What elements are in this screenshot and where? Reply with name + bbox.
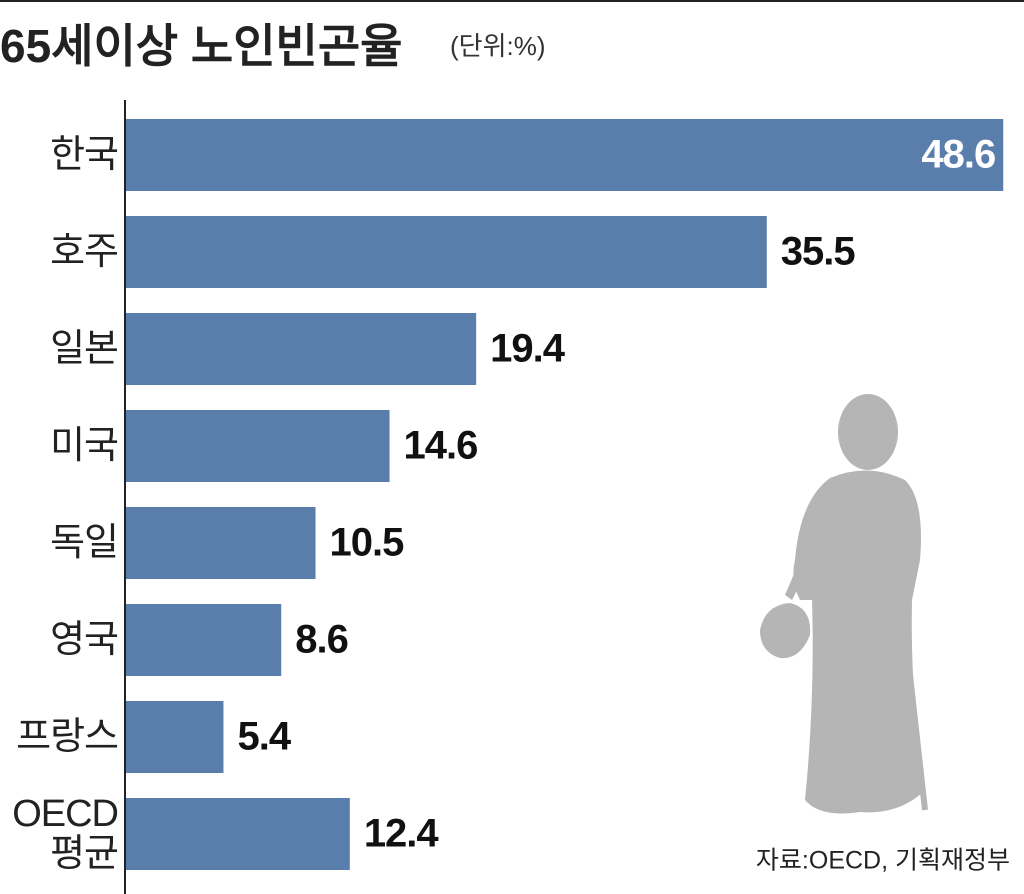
elderly-silhouette (760, 394, 925, 814)
category-label: 독일 (50, 522, 119, 564)
chart-subtitle: (단위:%) (450, 31, 546, 61)
bar (126, 701, 224, 773)
category-label: 호주 (50, 231, 119, 273)
bar (126, 798, 350, 870)
category-label: 미국 (50, 425, 119, 467)
category-label: 한국 (50, 134, 119, 176)
bar (126, 313, 477, 385)
category-label: OECD 평균 (12, 793, 119, 875)
source-note: 자료:OECD, 기획재정부 (756, 847, 1010, 875)
value-label: 10.5 (330, 521, 405, 565)
category-label: 일본 (50, 328, 119, 370)
value-label: 14.6 (404, 424, 478, 468)
value-label: 12.4 (364, 812, 440, 856)
value-label: 8.6 (295, 618, 348, 662)
bar (126, 604, 282, 676)
value-label: 35.5 (781, 230, 856, 274)
chart-title: 65세이상 노인빈곤율 (0, 20, 403, 72)
bar (126, 216, 767, 288)
value-label: 5.4 (237, 715, 291, 759)
bar (126, 410, 390, 482)
category-label: 프랑스 (16, 716, 119, 758)
bar (126, 119, 1004, 191)
bar (126, 507, 316, 579)
value-label: 19.4 (490, 327, 566, 371)
category-label: 영국 (50, 619, 119, 661)
value-label: 48.6 (921, 133, 995, 177)
cane (897, 584, 928, 811)
